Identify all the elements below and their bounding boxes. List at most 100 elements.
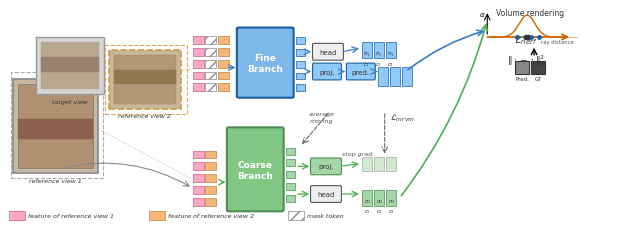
Bar bbox=[205, 84, 216, 92]
Bar bbox=[205, 186, 216, 194]
Text: head: head bbox=[317, 191, 335, 197]
Text: proj.: proj. bbox=[319, 69, 335, 75]
Bar bbox=[193, 84, 204, 92]
Bar bbox=[374, 190, 384, 206]
Bar bbox=[205, 174, 216, 182]
Text: proj.: proj. bbox=[318, 164, 334, 170]
Bar bbox=[205, 37, 216, 45]
Bar bbox=[218, 60, 229, 68]
FancyBboxPatch shape bbox=[227, 128, 284, 211]
Bar bbox=[218, 49, 229, 57]
Bar bbox=[218, 72, 229, 80]
FancyBboxPatch shape bbox=[312, 64, 341, 81]
Bar bbox=[286, 148, 295, 155]
Bar bbox=[193, 163, 204, 171]
Bar bbox=[362, 43, 372, 58]
Bar bbox=[105, 46, 187, 114]
Bar bbox=[296, 38, 305, 45]
Text: $c_2$: $c_2$ bbox=[376, 207, 383, 215]
Bar bbox=[12, 72, 103, 178]
Bar bbox=[109, 51, 180, 110]
Bar bbox=[193, 60, 204, 68]
Bar bbox=[193, 37, 204, 45]
Bar bbox=[386, 43, 396, 58]
Text: ray distance: ray distance bbox=[541, 40, 574, 45]
Text: pred.: pred. bbox=[352, 69, 370, 75]
FancyBboxPatch shape bbox=[237, 28, 294, 98]
Bar bbox=[218, 37, 229, 45]
Bar bbox=[148, 211, 164, 220]
Text: $c_3$: $c_3$ bbox=[388, 207, 395, 215]
Text: feature of reference view 2: feature of reference view 2 bbox=[168, 213, 253, 218]
Bar bbox=[41, 43, 99, 90]
Text: target view: target view bbox=[52, 100, 88, 105]
FancyBboxPatch shape bbox=[310, 158, 341, 175]
Bar bbox=[10, 211, 26, 220]
Bar bbox=[205, 163, 216, 171]
Text: $\mathcal{L}_{nerf}$: $\mathcal{L}_{nerf}$ bbox=[515, 34, 538, 47]
Bar bbox=[19, 85, 93, 169]
Bar bbox=[218, 84, 229, 92]
Text: $\mathcal{L}_{mrvm}$: $\mathcal{L}_{mrvm}$ bbox=[390, 112, 415, 123]
Text: Pred.: Pred. bbox=[515, 77, 529, 82]
Text: $\tilde{\sigma}_2$: $\tilde{\sigma}_2$ bbox=[375, 50, 381, 58]
Bar bbox=[515, 61, 529, 75]
Text: head: head bbox=[319, 49, 337, 55]
Text: stop grad.: stop grad. bbox=[342, 151, 374, 156]
Text: $\sigma_3$: $\sigma_3$ bbox=[388, 197, 395, 205]
Text: $\tilde{c}_2$: $\tilde{c}_2$ bbox=[375, 59, 381, 68]
Text: feature of reference view 1: feature of reference view 1 bbox=[28, 213, 115, 218]
Bar bbox=[114, 55, 175, 105]
Bar bbox=[390, 67, 399, 87]
Bar bbox=[193, 49, 204, 57]
Bar bbox=[362, 190, 372, 206]
Bar bbox=[205, 198, 216, 206]
Text: average: average bbox=[309, 111, 335, 116]
Text: Branch: Branch bbox=[237, 171, 273, 180]
Bar bbox=[362, 158, 372, 172]
Bar bbox=[205, 60, 216, 68]
Bar bbox=[296, 73, 305, 80]
Bar bbox=[41, 57, 99, 72]
Text: $\tilde{c}_3$: $\tilde{c}_3$ bbox=[387, 59, 394, 68]
Bar bbox=[205, 72, 216, 80]
Bar bbox=[286, 195, 295, 202]
Bar bbox=[374, 158, 384, 172]
Bar bbox=[386, 158, 396, 172]
Bar bbox=[36, 38, 104, 95]
Text: GT: GT bbox=[534, 77, 541, 82]
Bar bbox=[374, 43, 384, 58]
Text: $\tilde{\sigma}_1$: $\tilde{\sigma}_1$ bbox=[363, 50, 370, 58]
Text: Branch: Branch bbox=[247, 65, 283, 74]
Text: $\tilde{c}_1$: $\tilde{c}_1$ bbox=[363, 59, 370, 68]
FancyBboxPatch shape bbox=[312, 44, 344, 61]
Text: $\alpha$: $\alpha$ bbox=[479, 11, 485, 19]
Text: $\|\cdot - \cdot\|_2^2$: $\|\cdot - \cdot\|_2^2$ bbox=[507, 53, 545, 68]
Bar bbox=[288, 211, 304, 220]
Bar bbox=[193, 72, 204, 80]
Bar bbox=[296, 61, 305, 68]
Bar bbox=[286, 160, 295, 167]
Bar bbox=[531, 61, 545, 75]
Text: Coarse: Coarse bbox=[238, 160, 273, 169]
Bar bbox=[378, 67, 388, 87]
Text: moving: moving bbox=[310, 119, 333, 124]
Bar bbox=[193, 186, 204, 194]
Bar bbox=[296, 85, 305, 92]
Bar bbox=[402, 67, 412, 87]
Bar bbox=[19, 119, 93, 139]
FancyBboxPatch shape bbox=[346, 64, 375, 81]
Text: $c_1$: $c_1$ bbox=[364, 207, 371, 215]
Text: $\tilde{\sigma}_3$: $\tilde{\sigma}_3$ bbox=[387, 50, 394, 58]
Text: Volume rendering: Volume rendering bbox=[496, 9, 564, 18]
Text: Fine: Fine bbox=[254, 54, 276, 63]
Bar bbox=[205, 151, 216, 159]
Bar bbox=[13, 80, 98, 174]
Bar bbox=[286, 183, 295, 190]
Text: reference view 1: reference view 1 bbox=[29, 178, 81, 183]
Bar bbox=[286, 172, 295, 178]
Text: mask token: mask token bbox=[307, 213, 344, 218]
FancyBboxPatch shape bbox=[310, 186, 341, 202]
Bar bbox=[193, 174, 204, 182]
Bar bbox=[193, 198, 204, 206]
